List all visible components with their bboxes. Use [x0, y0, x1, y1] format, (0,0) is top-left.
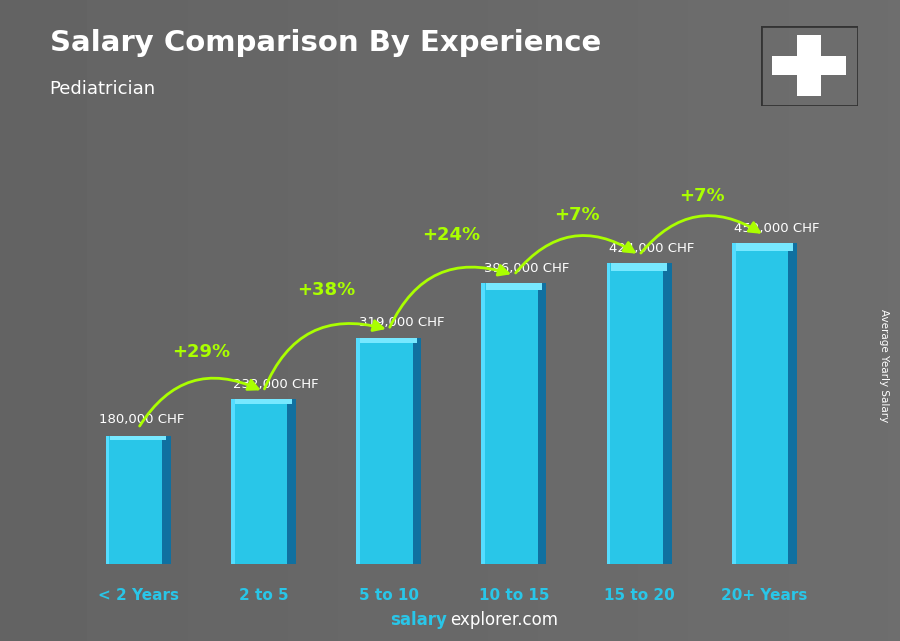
Bar [230, 399, 296, 564]
Text: < 2 Years: < 2 Years [97, 588, 178, 603]
Bar [105, 437, 110, 564]
FancyBboxPatch shape [772, 56, 846, 75]
Text: 10 to 15: 10 to 15 [479, 588, 549, 603]
Text: 5 to 10: 5 to 10 [358, 588, 419, 603]
Text: +24%: +24% [422, 226, 481, 244]
Text: 452,000 CHF: 452,000 CHF [734, 222, 820, 235]
Text: +29%: +29% [172, 343, 230, 361]
Text: +7%: +7% [679, 187, 725, 204]
Bar [736, 244, 793, 251]
Bar [235, 399, 292, 404]
Text: Salary Comparison By Experience: Salary Comparison By Experience [50, 29, 601, 57]
Text: Average Yearly Salary: Average Yearly Salary [878, 309, 889, 422]
Text: Pediatrician: Pediatrician [50, 80, 156, 98]
Text: 20+ Years: 20+ Years [721, 588, 807, 603]
Bar [788, 244, 796, 564]
Bar [287, 399, 296, 564]
Text: 319,000 CHF: 319,000 CHF [358, 316, 444, 329]
Text: 424,000 CHF: 424,000 CHF [609, 242, 695, 254]
Text: 15 to 20: 15 to 20 [604, 588, 674, 603]
Bar [732, 244, 796, 564]
Bar [482, 283, 485, 564]
Text: salary: salary [391, 612, 447, 629]
Bar [110, 437, 166, 440]
Text: 2 to 5: 2 to 5 [238, 588, 288, 603]
Bar [663, 263, 671, 564]
Bar [607, 263, 671, 564]
Bar [607, 263, 610, 564]
Text: +38%: +38% [297, 281, 356, 299]
Bar [485, 283, 542, 290]
Bar [105, 437, 171, 564]
Text: 180,000 CHF: 180,000 CHF [99, 413, 184, 426]
Text: +7%: +7% [554, 206, 599, 224]
Text: explorer.com: explorer.com [450, 612, 558, 629]
Bar [360, 338, 417, 344]
Text: 396,000 CHF: 396,000 CHF [484, 262, 569, 274]
Bar [482, 283, 546, 564]
Bar [538, 283, 546, 564]
Text: 232,000 CHF: 232,000 CHF [233, 378, 319, 391]
Bar [356, 338, 360, 564]
Bar [356, 338, 421, 564]
Bar [230, 399, 235, 564]
Bar [732, 244, 735, 564]
Bar [162, 437, 171, 564]
Bar [611, 263, 668, 271]
FancyBboxPatch shape [797, 35, 821, 96]
Bar [413, 338, 421, 564]
